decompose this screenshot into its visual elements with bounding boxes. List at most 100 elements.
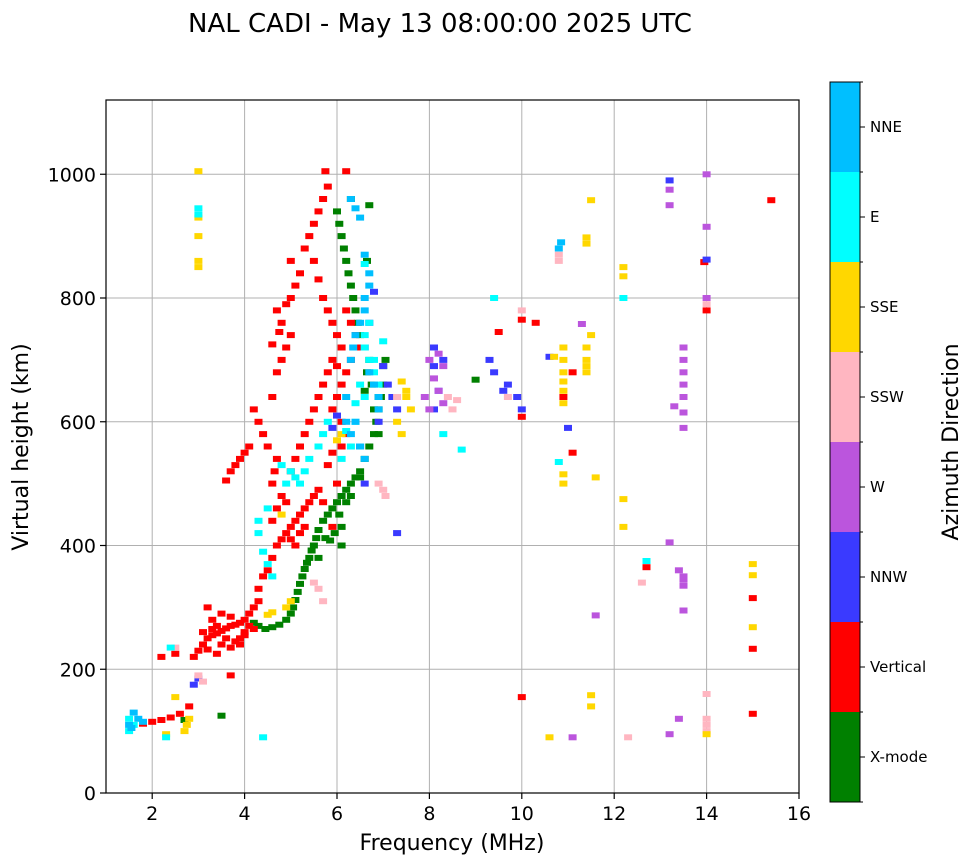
data-point-w — [420, 394, 429, 400]
colorbar-tick-label: E — [870, 208, 879, 226]
x-tick-label: 4 — [239, 803, 251, 825]
data-point-vertical — [282, 301, 291, 308]
data-point-x-mode — [268, 624, 277, 631]
data-point-vertical — [517, 694, 526, 701]
data-point-vertical — [337, 418, 346, 425]
data-point-nne — [125, 721, 134, 728]
data-point-sse — [582, 240, 591, 247]
data-point-x-mode — [342, 257, 351, 264]
x-tick-label: 10 — [510, 803, 534, 825]
x-axis-label: Frequency (MHz) — [360, 831, 545, 856]
data-point-vertical — [203, 635, 212, 642]
data-point-x-mode — [342, 499, 351, 506]
data-point-vertical — [268, 480, 277, 487]
data-point-vertical — [203, 646, 212, 653]
data-point-ssw — [453, 397, 462, 404]
data-point-e — [194, 211, 203, 218]
data-point-nne — [139, 718, 147, 725]
data-point-nnw — [430, 363, 438, 370]
data-point-e — [282, 480, 291, 487]
data-point-ssw — [554, 257, 563, 264]
data-point-x-mode — [356, 474, 365, 481]
y-axis-label: Virtual height (km) — [9, 343, 34, 550]
data-point-ssw — [554, 251, 563, 258]
colorbar-tick-label: NNE — [870, 118, 902, 136]
data-point-x-mode — [307, 547, 316, 554]
data-point-vertical — [270, 468, 279, 475]
data-point-x-mode — [261, 626, 270, 632]
data-point-nnw — [328, 424, 337, 431]
chart-title: NAL CADI - May 13 08:00:00 2025 UTC — [188, 9, 692, 39]
data-point-e — [619, 295, 628, 301]
data-point-sse — [194, 214, 203, 221]
data-point-vertical — [323, 183, 332, 190]
data-point-w — [674, 567, 683, 574]
colorbar-segment — [830, 172, 860, 262]
colorbar-segment — [830, 352, 860, 442]
data-point-vertical — [494, 329, 503, 335]
data-point-vertical — [268, 554, 277, 561]
data-point-x-mode — [333, 499, 341, 506]
data-point-x-mode — [351, 307, 360, 314]
data-point-w — [679, 369, 688, 376]
data-point-vertical — [300, 245, 309, 252]
data-point-nnw — [360, 480, 369, 487]
data-point-e — [365, 319, 374, 326]
data-point-vertical — [291, 542, 300, 549]
y-axis-ticks: 0 200 400 600 800 1000 — [48, 164, 106, 805]
data-point-vertical — [333, 394, 341, 400]
data-point-x-mode — [379, 381, 388, 388]
data-point-vertical — [337, 443, 346, 450]
data-point-vertical — [767, 197, 776, 204]
data-point-sse — [702, 731, 711, 738]
data-point-x-mode — [346, 493, 355, 499]
data-point-x-mode — [330, 530, 339, 537]
data-point-x-mode — [337, 233, 346, 240]
data-point-vertical — [309, 257, 318, 264]
data-point-nne — [554, 245, 563, 252]
data-point-nnw — [490, 369, 499, 376]
data-point-nnw — [517, 406, 526, 413]
data-point-vertical — [226, 468, 235, 475]
data-point-e — [166, 644, 175, 651]
data-point-nne — [349, 344, 358, 351]
data-point-ssw — [171, 644, 180, 651]
data-point-vertical — [272, 505, 281, 512]
data-point-sse — [559, 369, 568, 376]
data-point-e — [291, 474, 300, 481]
data-point-w — [679, 356, 688, 363]
colorbar: X-mode Vertical NNW W SSW SSE E NNE — [829, 81, 927, 803]
data-point-ssw — [381, 493, 390, 499]
data-point-e — [162, 734, 171, 741]
data-point-vertical — [148, 718, 157, 725]
data-point-vertical — [568, 449, 577, 456]
x-tick-label: 2 — [146, 803, 158, 825]
data-point-sse — [559, 387, 568, 394]
data-point-vertical — [217, 610, 226, 617]
data-point-sse — [182, 721, 191, 728]
data-point-sse — [587, 703, 596, 710]
data-point-e — [286, 468, 295, 475]
data-point-nne — [360, 295, 369, 301]
data-point-e — [125, 728, 134, 735]
data-point-vertical — [208, 632, 217, 639]
data-point-nnw — [379, 363, 388, 370]
data-point-vertical — [337, 344, 346, 351]
data-point-vertical — [194, 647, 203, 654]
data-point-x-mode — [351, 474, 360, 481]
data-point-vertical — [748, 645, 757, 652]
data-point-vertical — [282, 499, 291, 506]
data-point-x-mode — [339, 245, 348, 252]
data-point-w — [679, 582, 688, 589]
x-tick-label: 12 — [602, 803, 626, 825]
data-point-vertical — [208, 616, 217, 623]
data-point-vertical — [231, 462, 240, 469]
data-point-vertical — [291, 517, 300, 524]
data-point-vertical — [314, 276, 323, 283]
data-point-sse — [333, 437, 341, 444]
data-point-ssw — [702, 301, 711, 308]
data-point-w — [670, 403, 679, 410]
data-point-x-mode — [360, 387, 369, 394]
data-point-vertical — [286, 295, 295, 301]
data-point-nnw — [564, 424, 572, 431]
